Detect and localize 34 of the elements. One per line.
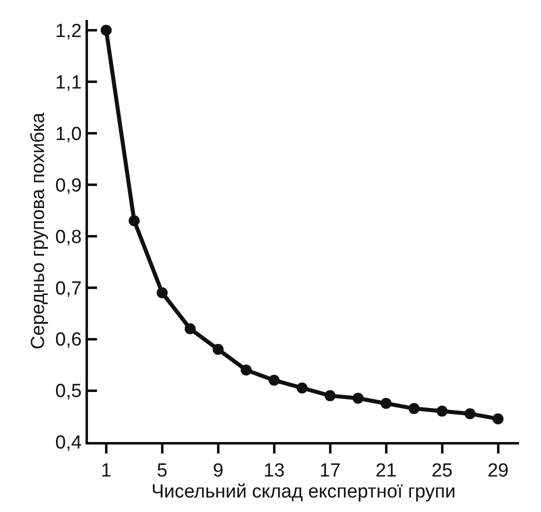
point [240, 364, 252, 376]
point [100, 24, 112, 36]
point [464, 408, 476, 420]
x-tick-label: 17 [320, 460, 341, 482]
point [436, 406, 448, 417]
point [268, 374, 280, 386]
point [212, 344, 224, 355]
y-tick-label: 0,7 [55, 278, 82, 300]
x-tick-label: 29 [487, 460, 509, 482]
x-tick-label: 13 [264, 460, 285, 482]
x-tick-label: 9 [212, 460, 224, 482]
point [324, 390, 336, 402]
point [408, 403, 420, 414]
y-tick-label: 1,0 [55, 124, 82, 145]
point [296, 382, 308, 394]
point [128, 215, 140, 226]
y-tick-label: 0,9 [55, 175, 82, 196]
y-tick-label: 1,1 [55, 72, 82, 94]
x-tick-label: 21 [375, 460, 397, 482]
x-tick-label: 25 [431, 460, 453, 482]
x-tick-label: 5 [156, 460, 168, 482]
y-tick-label: 0,5 [55, 381, 82, 402]
point [184, 323, 196, 334]
point [380, 398, 392, 409]
point [352, 392, 364, 404]
x-axis-title: Чисельний склад експертної групи [151, 481, 456, 502]
y-tick-label: 0,6 [55, 330, 82, 351]
y-tick-label: 0,8 [55, 226, 82, 248]
point [492, 413, 504, 424]
y-axis-title: Середньо групова похибка [28, 112, 49, 350]
y-tick-label: 1,2 [55, 20, 82, 42]
y-tick-label: 0,4 [55, 432, 82, 454]
x-tick-label: 1 [100, 460, 112, 482]
point [156, 287, 168, 298]
